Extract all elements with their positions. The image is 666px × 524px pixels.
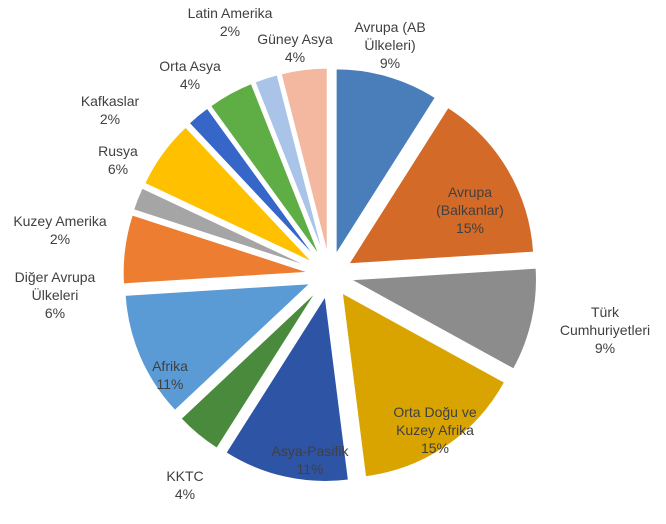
category-label: Türk Cumhuriyetleri — [559, 304, 651, 338]
value-label: 11% — [296, 461, 324, 477]
slice — [180, 291, 317, 449]
category-label: Orta Asya — [159, 58, 221, 74]
value-label: 15% — [455, 220, 485, 236]
slice — [225, 295, 349, 482]
slice — [341, 292, 506, 478]
category-label: Afrika — [152, 358, 188, 374]
slice — [188, 107, 317, 259]
value-label: 4% — [174, 486, 196, 502]
value-label: 4% — [284, 49, 306, 65]
category-label: Avrupa (AB Ülkeleri) — [354, 19, 426, 53]
slice-label: Latin Amerika 2% — [175, 4, 285, 40]
slice-label: Avrupa (Balkanlar) 15% — [425, 183, 515, 237]
slice-label: Orta Asya 4% — [145, 57, 235, 93]
slice — [132, 187, 310, 268]
category-label: Kuzey Amerika — [13, 213, 107, 229]
category-label: Orta Doğu ve Kuzey Afrika — [393, 404, 477, 438]
slice — [209, 83, 320, 257]
slice-label: Orta Doğu ve Kuzey Afrika 15% — [380, 403, 490, 457]
category-label: Güney Asya — [257, 31, 333, 47]
category-label: Diğer Avrupa Ülkeleri — [14, 269, 96, 303]
value-label: 2% — [99, 111, 121, 127]
slice-label: Kuzey Amerika 2% — [0, 212, 125, 248]
slice-label: Güney Asya 4% — [250, 30, 340, 66]
value-label: 9% — [379, 55, 401, 71]
category-label: KKTC — [166, 468, 204, 484]
value-label: 2% — [219, 23, 241, 39]
value-label: 2% — [49, 231, 71, 247]
slice-label: Avrupa (AB Ülkeleri) 9% — [345, 18, 435, 72]
value-label: 9% — [594, 340, 616, 356]
slice — [254, 74, 324, 255]
value-label: 6% — [44, 305, 66, 321]
slice — [144, 126, 313, 263]
slice — [347, 106, 535, 265]
slice-label: Afrika 11% — [130, 357, 210, 393]
slice-label: KKTC 4% — [155, 467, 215, 503]
value-label: 6% — [107, 161, 129, 177]
value-label: 4% — [179, 76, 201, 92]
slice — [124, 283, 312, 412]
slice — [335, 68, 436, 256]
slice — [349, 267, 537, 370]
slice — [280, 67, 328, 254]
slice-label: Türk Cumhuriyetleri 9% — [545, 303, 665, 357]
category-label: Rusya — [98, 143, 138, 159]
slice — [122, 214, 309, 285]
category-label: Avrupa (Balkanlar) — [436, 184, 504, 218]
slice-label: Diğer Avrupa Ülkeleri 6% — [0, 268, 110, 322]
value-label: 11% — [156, 376, 184, 392]
category-label: Latin Amerika — [187, 5, 273, 21]
slice-label: Asya-Pasifik 11% — [270, 442, 350, 478]
category-label: Kafkaslar — [80, 93, 140, 109]
slice-label: Rusya 6% — [88, 142, 148, 178]
value-label: 15% — [420, 440, 450, 456]
slice-label: Kafkaslar 2% — [70, 92, 150, 128]
category-label: Asya-Pasifik — [271, 443, 349, 459]
